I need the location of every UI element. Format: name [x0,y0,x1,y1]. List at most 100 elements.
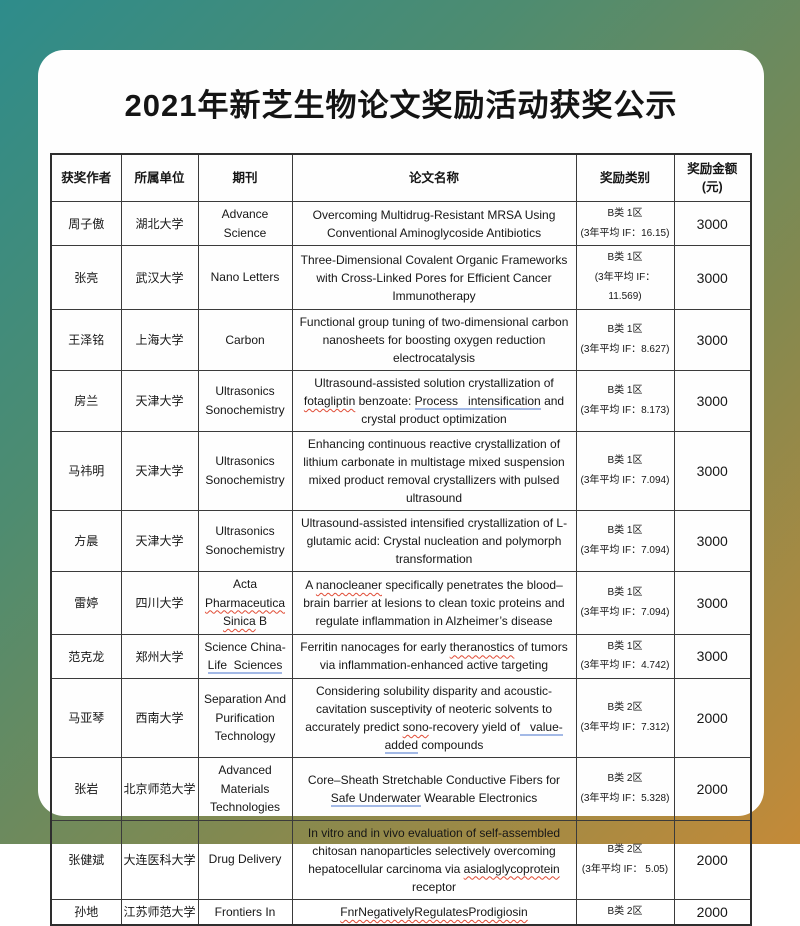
author-cell: 马亚琴 [50,677,122,758]
table-row: 张健斌 大连医科大学 Drug Delivery In vitro and in vi… [50,819,752,900]
spellcheck-underline: sono [402,719,429,734]
org-cell: 大连医科大学 [120,819,199,900]
paper-title-cell: Three-Dimensional Covalent Organic Frame… [291,245,577,310]
spellcheck-underline: Pharmaceutica [204,595,286,610]
spellcheck-underline: FnrNegativelyRegulatesProdigiosin [340,904,528,919]
header-title: 论文名称 [291,153,577,203]
paper-title-cell: Considering solubility disparity and aco… [291,677,577,758]
org-cell: 郑州大学 [120,633,199,679]
org-cell: 江苏师范大学 [120,898,199,926]
table-row: 方晨 天津大学 Ultrasonics Sonochemistry Ultrasoun… [50,509,752,572]
amount-cell: 2000 [673,677,752,758]
amount-cell: 2000 [673,819,752,900]
spellcheck-underline: nanocleaner [315,577,382,592]
author-cell: 雷婷 [50,570,122,635]
journal-cell: Science China-Life Sciences [197,633,293,679]
org-cell: 武汉大学 [120,245,199,310]
amount-cell: 3000 [673,308,752,371]
paper-title-cell: Enhancing continuous reactive crystalliz… [291,430,577,511]
amount-cell: 2000 [673,898,752,926]
table-body: 周子傲 湖北大学 Advance Science Overcoming Multidr… [50,201,752,926]
page-title: 2021年新芝生物论文奖励活动获奖公示 [124,88,678,123]
journal-cell: Ultrasonics Sonochemistry [197,430,293,511]
journal-cell: Advance Science [197,201,293,247]
author-cell: 范克龙 [50,633,122,679]
table-row: 范克龙 郑州大学 Science China-Life Sciences Ferrit… [50,633,752,679]
spellcheck-underline: Sinica [222,614,256,629]
journal-cell: Nano Letters [197,245,293,310]
grammar-underline: value-added [384,719,563,754]
header-amount: 奖励金额 (元) [673,153,752,203]
author-cell: 方晨 [50,509,122,572]
category-cell: B类 1区 (3年平均 IF：8.173) [575,369,675,432]
amount-cell: 3000 [673,509,752,572]
header-author: 获奖作者 [50,153,122,203]
table-row: 张岩 北京师范大学 Advanced Materials Technologies C… [50,756,752,821]
category-cell: B类 2区 [575,898,675,926]
amount-cell: 3000 [673,430,752,511]
spellcheck-underline: fotagliptin [303,393,356,408]
category-cell: B类 1区 (3年平均 IF：16.15) [575,201,675,247]
journal-cell: Ultrasonics Sonochemistry [197,369,293,432]
journal-cell: Carbon [197,308,293,371]
header-category: 奖励类别 [575,153,675,203]
author-cell: 房兰 [50,369,122,432]
org-cell: 北京师范大学 [120,756,199,821]
author-cell: 张健斌 [50,819,122,900]
spellcheck-underline: asialoglycoprotein [463,861,560,876]
grammar-underline: Life Sciences [207,658,283,675]
category-cell: B类 1区 (3年平均 IF：8.627) [575,308,675,371]
paper-title-cell: Ultrasound-assisted solution crystalliza… [291,369,577,432]
paper-title-cell: Core–Sheath Stretchable Conductive Fiber… [291,756,577,821]
amount-cell: 3000 [673,245,752,310]
org-cell: 天津大学 [120,430,199,511]
org-cell: 湖北大学 [120,201,199,247]
journal-cell: Separation And Purification Technology [197,677,293,758]
table-row: 房兰 天津大学 Ultrasonics Sonochemistry Ultrasoun… [50,369,752,432]
table-row: 马祎明 天津大学 Ultrasonics Sonochemistry Enhancin… [50,430,752,511]
header-org: 所属单位 [120,153,199,203]
category-cell: B类 1区 (3年平均 IF：7.094) [575,430,675,511]
category-cell: B类 2区 (3年平均 IF：7.312) [575,677,675,758]
category-cell: B类 1区 (3年平均 IF：7.094) [575,509,675,572]
announcement-card: 2021年新芝生物论文奖励活动获奖公示 获奖作者 所属单位 期刊 论文名称 奖励类别 奖励… [38,50,764,926]
table-row: 孙地 江苏师范大学 Frontiers In FnrNegativelyRegulat… [50,898,752,926]
spellcheck-underline: theranostics [449,640,515,655]
org-cell: 四川大学 [120,570,199,635]
org-cell: 天津大学 [120,369,199,432]
journal-cell: Ultrasonics Sonochemistry [197,509,293,572]
category-cell: B类 1区 (3年平均 IF：4.742) [575,633,675,679]
table-row: 张亮 武汉大学 Nano Letters Three-Dimensional Cova… [50,245,752,310]
grammar-underline: Process intensification [414,393,541,410]
paper-title-cell: Overcoming Multidrug-Resistant MRSA Usin… [291,201,577,247]
org-cell: 上海大学 [120,308,199,371]
paper-title-cell: In vitro and in vivo evaluation of self-… [291,819,577,900]
paper-title-cell: A nanocleaner specifically penetrates th… [291,570,577,635]
org-cell: 天津大学 [120,509,199,572]
category-cell: B类 2区 (3年平均 IF：5.328) [575,756,675,821]
table-header-row: 获奖作者 所属单位 期刊 论文名称 奖励类别 奖励金额 (元) [50,153,752,203]
amount-cell: 3000 [673,201,752,247]
amount-cell: 3000 [673,633,752,679]
awards-table: 获奖作者 所属单位 期刊 论文名称 奖励类别 奖励金额 (元) 周子傲 湖北大学 Advance… [50,153,752,926]
amount-cell: 3000 [673,369,752,432]
amount-cell: 2000 [673,756,752,821]
journal-cell: Acta Pharmaceutica Sinica B [197,570,293,635]
paper-title-cell: FnrNegativelyRegulatesProdigiosin [291,898,577,926]
table-row: 周子傲 湖北大学 Advance Science Overcoming Multidr… [50,201,752,247]
paper-title-cell: Ferritin nanocages for early theranostic… [291,633,577,679]
author-cell: 张岩 [50,756,122,821]
category-cell: B类 1区 (3年平均 IF：7.094) [575,570,675,635]
journal-cell: Frontiers In [197,898,293,926]
category-cell: B类 1区 (3年平均 IF： 11.569) [575,245,675,310]
table-row: 马亚琴 西南大学 Separation And Purification Techn… [50,677,752,758]
journal-cell: Advanced Materials Technologies [197,756,293,821]
table-row: 王泽铭 上海大学 Carbon Functional group tuning of … [50,308,752,371]
org-cell: 西南大学 [120,677,199,758]
grammar-underline: Safe Underwater [330,790,421,807]
author-cell: 周子傲 [50,201,122,247]
header-journal: 期刊 [197,153,293,203]
category-cell: B类 2区 (3年平均 IF： 5.05) [575,819,675,900]
